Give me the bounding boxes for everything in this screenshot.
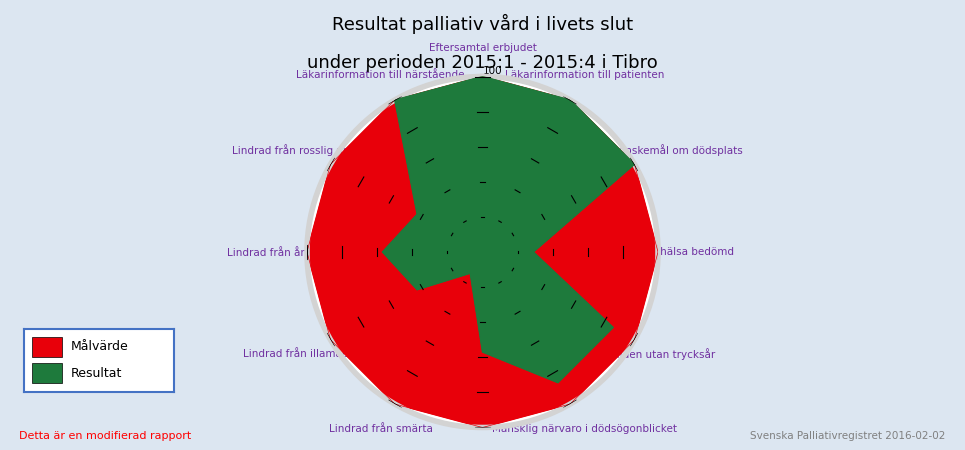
Text: Svenska Palliativregistret 2016-02-02: Svenska Palliativregistret 2016-02-02 — [751, 431, 946, 441]
Bar — [32, 363, 62, 383]
Polygon shape — [307, 76, 658, 427]
Text: Detta är en modifierad rapport: Detta är en modifierad rapport — [19, 431, 191, 441]
Polygon shape — [382, 76, 634, 382]
Text: Målvärde: Målvärde — [70, 340, 128, 353]
Bar — [32, 337, 62, 357]
Text: under perioden 2015:1 - 2015:4 i Tibro: under perioden 2015:1 - 2015:4 i Tibro — [307, 54, 658, 72]
Text: Resultat palliativ vård i livets slut: Resultat palliativ vård i livets slut — [332, 14, 633, 34]
Text: Resultat: Resultat — [70, 367, 122, 380]
